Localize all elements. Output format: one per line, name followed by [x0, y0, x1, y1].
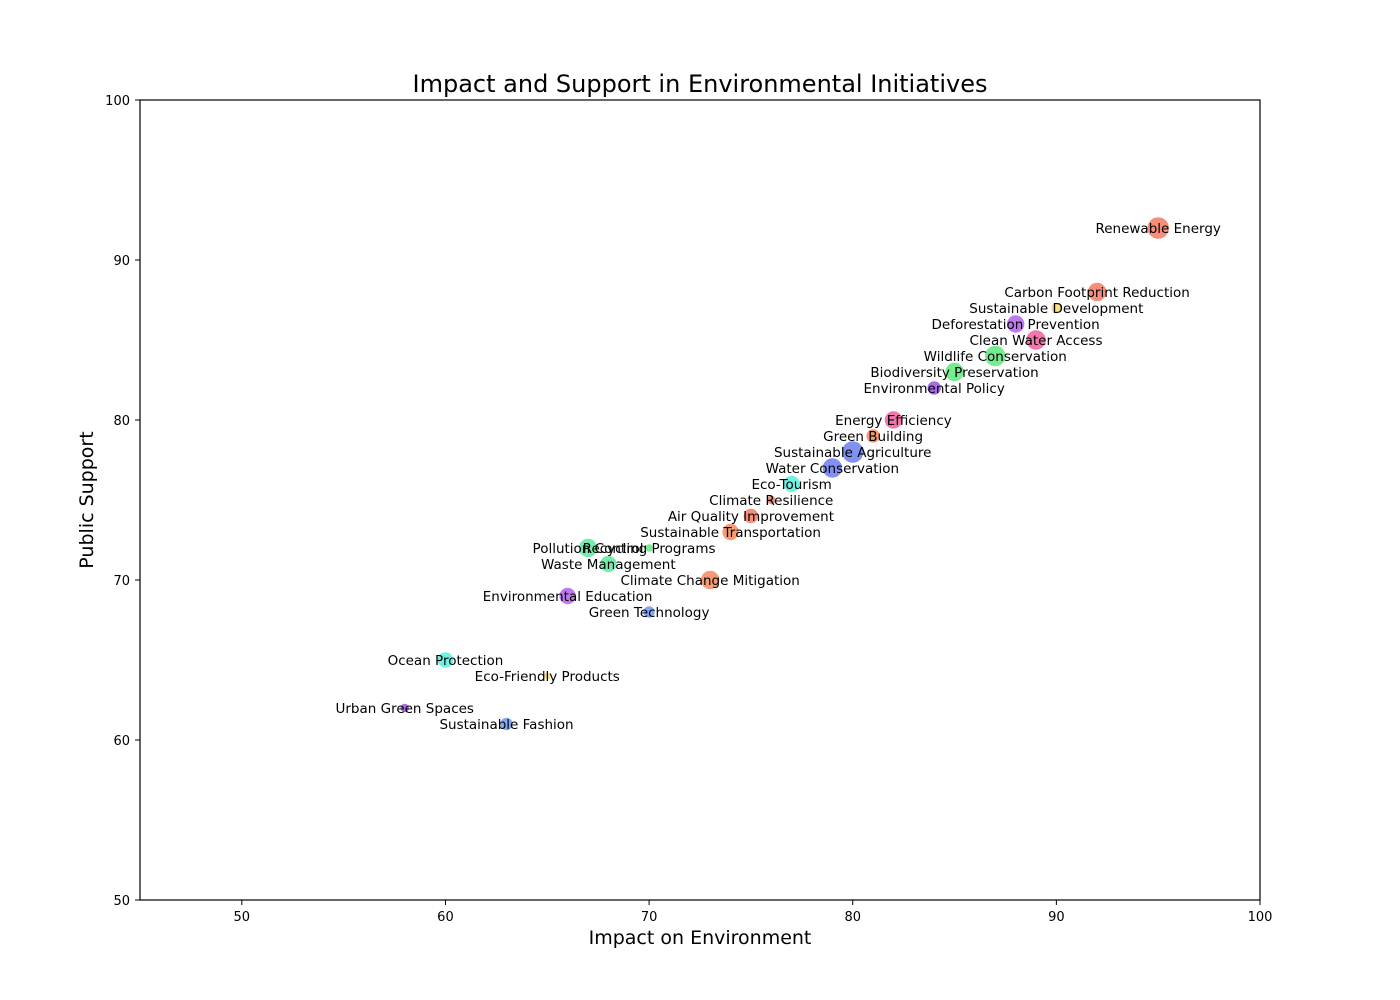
point-clean-water-access: [1025, 329, 1047, 351]
y-tick-label: 90: [113, 254, 130, 269]
x-tick-label: 80: [844, 910, 861, 925]
point-deforestation-prevention: [1006, 314, 1025, 334]
point-label-biodiversity-preservation: Biodiversity Preservation: [870, 365, 1038, 381]
point-water-conservation: [822, 457, 843, 479]
y-tick-label: 60: [113, 734, 130, 749]
point-green-building: [865, 428, 881, 444]
point-label-renewable-energy: Renewable Energy: [1095, 221, 1220, 237]
x-axis: 50 60 70 80 90 100: [234, 900, 1273, 925]
x-tick-label: 100: [1248, 910, 1273, 925]
labels-layer: Renewable Energy Carbon Footprint Reducti…: [335, 221, 1220, 733]
point-label-sustainable-agriculture: Sustainable Agriculture: [774, 445, 931, 461]
point-label-ocean-protection: Ocean Protection: [388, 653, 504, 669]
point-sustainable-agriculture: [841, 440, 865, 464]
plot-frame: [139, 99, 1261, 901]
point-label-green-technology: Green Technology: [589, 605, 710, 621]
point-eco-friendly-products: [543, 672, 552, 680]
point-sustainable-transportation: [721, 523, 740, 541]
y-tick-label: 70: [113, 574, 130, 589]
point-green-technology: [642, 605, 656, 619]
point-label-clean-water-access: Clean Water Access: [969, 333, 1102, 349]
x-tick-label: 70: [641, 910, 658, 925]
point-label-green-building: Green Building: [823, 429, 923, 445]
point-label-air-quality-improvement: Air Quality Improvement: [668, 509, 834, 525]
point-energy-efficiency: [884, 410, 903, 430]
point-label-deforestation-prevention: Deforestation Prevention: [932, 317, 1100, 333]
point-carbon-footprint-reduction: [1087, 282, 1107, 302]
point-label-carbon-footprint-reduction: Carbon Footprint Reduction: [1004, 285, 1190, 301]
point-wildlife-conservation: [984, 345, 1007, 367]
point-label-sustainable-transportation: Sustainable Transportation: [640, 525, 821, 541]
point-environmental-education: [558, 587, 577, 605]
point-renewable-energy: [1146, 216, 1170, 240]
point-eco-tourism: [782, 475, 801, 493]
chart-title: Impact and Support in Environmental Init…: [413, 70, 988, 98]
point-urban-green-spaces: [399, 703, 410, 713]
x-tick-label: 90: [1048, 910, 1065, 925]
point-label-eco-friendly-products: Eco-Friendly Products: [475, 669, 620, 685]
point-label-energy-efficiency: Energy Efficiency: [835, 413, 952, 429]
point-label-environmental-policy: Environmental Policy: [864, 381, 1005, 397]
point-label-sustainable-fashion: Sustainable Fashion: [439, 717, 573, 733]
y-axis: 50 60 70 80 90 100: [105, 94, 140, 909]
point-label-wildlife-conservation: Wildlife Conservation: [924, 349, 1067, 365]
point-pollution-control: [578, 538, 598, 558]
point-sustainable-development: [1050, 302, 1063, 314]
x-tick-label: 60: [437, 910, 454, 925]
point-sustainable-fashion: [499, 717, 514, 731]
point-label-urban-green-spaces: Urban Green Spaces: [335, 701, 473, 717]
point-label-sustainable-development: Sustainable Development: [969, 301, 1143, 317]
point-label-climate-change-mitigation: Climate Change Mitigation: [620, 573, 799, 589]
point-climate-resilience: [766, 495, 777, 505]
point-environmental-policy: [926, 380, 942, 396]
point-label-waste-management: Waste Management: [541, 557, 676, 573]
points-layer: [399, 216, 1170, 731]
y-tick-label: 100: [105, 94, 130, 109]
y-tick-label: 80: [113, 414, 130, 429]
point-climate-change-mitigation: [700, 570, 720, 590]
point-ocean-protection: [437, 651, 454, 669]
point-label-climate-resilience: Climate Resilience: [709, 493, 833, 509]
point-label-eco-tourism: Eco-Tourism: [751, 477, 831, 493]
point-waste-management: [599, 555, 618, 573]
point-label-recycling-programs: Recycling Programs: [583, 541, 716, 557]
point-biodiversity-preservation: [944, 362, 965, 382]
point-label-environmental-education: Environmental Education: [483, 589, 653, 605]
point-recycling-programs: [644, 543, 654, 553]
x-tick-label: 50: [234, 910, 251, 925]
point-label-water-conservation: Water Conservation: [766, 461, 899, 477]
point-label-pollution-control: Pollution Control: [533, 541, 644, 557]
y-axis-label: Public Support: [76, 431, 98, 568]
y-tick-label: 50: [113, 894, 130, 909]
point-air-quality-improvement: [743, 508, 759, 524]
x-axis-label: Impact on Environment: [589, 927, 812, 949]
